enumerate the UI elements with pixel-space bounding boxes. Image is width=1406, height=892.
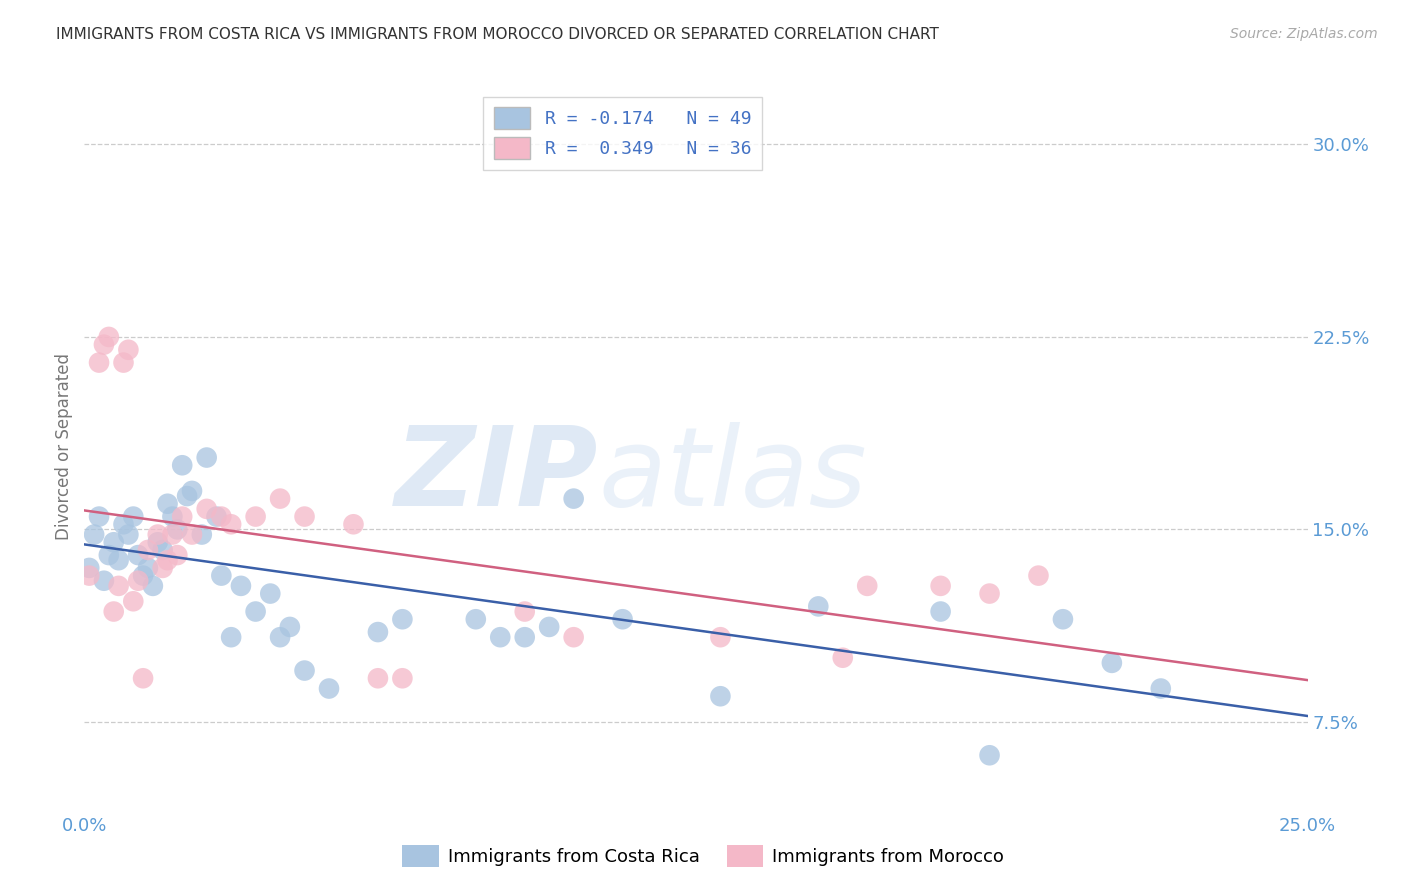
Point <box>278 620 301 634</box>
Point <box>107 553 129 567</box>
Point <box>342 517 364 532</box>
Point <box>219 630 242 644</box>
Point <box>979 586 1001 600</box>
Point <box>1150 681 1173 696</box>
Point <box>367 671 389 685</box>
Point <box>195 501 218 516</box>
Point <box>245 605 267 619</box>
Point <box>117 343 139 357</box>
Point <box>513 605 536 619</box>
Point <box>93 574 115 588</box>
Point <box>93 337 115 351</box>
Point <box>294 509 316 524</box>
Point <box>103 535 125 549</box>
Point <box>156 497 179 511</box>
Point <box>152 561 174 575</box>
Y-axis label: Divorced or Separated: Divorced or Separated <box>55 352 73 540</box>
Point <box>856 579 879 593</box>
Point <box>176 489 198 503</box>
Point <box>929 605 952 619</box>
Point <box>294 664 316 678</box>
Point <box>709 690 731 704</box>
Point <box>219 517 242 532</box>
Point <box>136 561 159 575</box>
Point <box>83 527 105 541</box>
Point <box>229 579 252 593</box>
Point <box>181 527 204 541</box>
Point <box>122 509 145 524</box>
Point <box>166 523 188 537</box>
Point <box>205 509 228 524</box>
Point <box>245 509 267 524</box>
Point <box>127 548 149 562</box>
Point <box>391 671 413 685</box>
Legend: Immigrants from Costa Rica, Immigrants from Morocco: Immigrants from Costa Rica, Immigrants f… <box>395 838 1011 874</box>
Point <box>538 620 561 634</box>
Point <box>107 579 129 593</box>
Point <box>127 574 149 588</box>
Point <box>97 548 120 562</box>
Point <box>166 548 188 562</box>
Point <box>209 568 232 582</box>
Point <box>209 509 232 524</box>
Point <box>132 568 155 582</box>
Point <box>103 605 125 619</box>
Point <box>77 568 100 582</box>
Point <box>807 599 830 614</box>
Point <box>77 561 100 575</box>
Point <box>162 527 184 541</box>
Point <box>162 509 184 524</box>
Point <box>156 553 179 567</box>
Point <box>929 579 952 593</box>
Point <box>489 630 512 644</box>
Point <box>146 527 169 541</box>
Point <box>112 517 135 532</box>
Point <box>117 527 139 541</box>
Point <box>979 748 1001 763</box>
Point <box>1101 656 1123 670</box>
Point <box>152 543 174 558</box>
Point <box>181 483 204 498</box>
Text: Source: ZipAtlas.com: Source: ZipAtlas.com <box>1230 27 1378 41</box>
Point <box>562 630 585 644</box>
Point <box>562 491 585 506</box>
Point <box>146 535 169 549</box>
Point <box>1052 612 1074 626</box>
Point <box>87 355 110 369</box>
Point <box>269 630 291 644</box>
Legend: R = -0.174   N = 49, R =  0.349   N = 36: R = -0.174 N = 49, R = 0.349 N = 36 <box>484 96 762 169</box>
Point <box>132 671 155 685</box>
Point <box>1028 568 1050 582</box>
Point <box>513 630 536 644</box>
Point <box>195 450 218 465</box>
Text: ZIP: ZIP <box>395 422 598 529</box>
Point <box>122 594 145 608</box>
Point <box>464 612 486 626</box>
Point <box>97 330 120 344</box>
Point <box>612 612 634 626</box>
Point <box>831 650 853 665</box>
Point <box>136 543 159 558</box>
Point <box>172 509 194 524</box>
Point <box>391 612 413 626</box>
Text: atlas: atlas <box>598 422 866 529</box>
Point <box>191 527 214 541</box>
Point <box>87 509 110 524</box>
Point <box>709 630 731 644</box>
Point <box>367 625 389 640</box>
Text: IMMIGRANTS FROM COSTA RICA VS IMMIGRANTS FROM MOROCCO DIVORCED OR SEPARATED CORR: IMMIGRANTS FROM COSTA RICA VS IMMIGRANTS… <box>56 27 939 42</box>
Point <box>112 355 135 369</box>
Point <box>269 491 291 506</box>
Point <box>259 586 281 600</box>
Point <box>172 458 194 473</box>
Point <box>142 579 165 593</box>
Point <box>318 681 340 696</box>
